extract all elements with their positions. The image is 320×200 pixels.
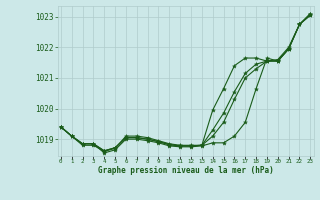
X-axis label: Graphe pression niveau de la mer (hPa): Graphe pression niveau de la mer (hPa) <box>98 166 274 175</box>
